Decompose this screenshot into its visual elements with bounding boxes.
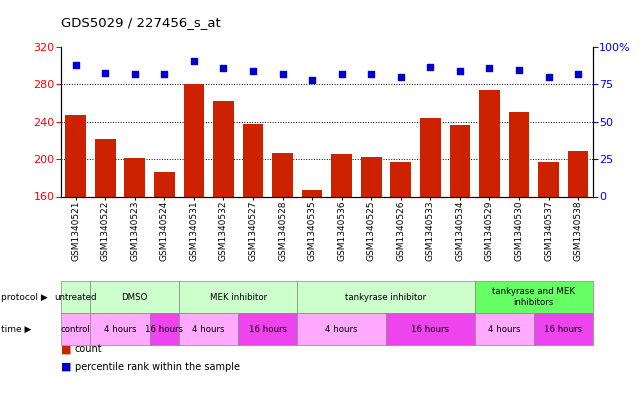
Point	[337, 71, 347, 77]
Bar	[243, 124, 263, 196]
Point	[100, 70, 110, 76]
Bar	[479, 90, 500, 196]
Text: MEK inhibitor: MEK inhibitor	[210, 293, 267, 301]
Text: 16 hours: 16 hours	[544, 325, 583, 334]
Text: ■: ■	[61, 362, 71, 372]
Bar	[213, 101, 234, 196]
Text: ■: ■	[61, 344, 71, 354]
Point	[248, 68, 258, 74]
Text: count: count	[75, 344, 103, 354]
Bar	[420, 118, 441, 196]
Bar	[272, 152, 293, 196]
Bar	[124, 158, 145, 196]
Point	[514, 66, 524, 73]
Point	[455, 68, 465, 74]
Point	[395, 74, 406, 80]
Bar	[538, 162, 559, 196]
Point	[219, 65, 229, 71]
Bar	[390, 162, 411, 196]
Text: 4 hours: 4 hours	[488, 325, 520, 334]
Bar	[449, 125, 470, 196]
Point	[278, 71, 288, 77]
Point	[425, 63, 435, 70]
Point	[159, 71, 169, 77]
Bar	[183, 84, 204, 196]
Bar	[95, 139, 115, 196]
Text: time ▶: time ▶	[1, 325, 31, 334]
Text: 4 hours: 4 hours	[104, 325, 137, 334]
Point	[71, 62, 81, 68]
Point	[307, 77, 317, 83]
Point	[366, 71, 376, 77]
Bar	[154, 172, 175, 196]
Text: 4 hours: 4 hours	[192, 325, 225, 334]
Point	[544, 74, 554, 80]
Text: GDS5029 / 227456_s_at: GDS5029 / 227456_s_at	[61, 16, 221, 29]
Point	[129, 71, 140, 77]
Text: 16 hours: 16 hours	[249, 325, 287, 334]
Text: DMSO: DMSO	[122, 293, 148, 301]
Text: 4 hours: 4 hours	[326, 325, 358, 334]
Point	[573, 71, 583, 77]
Text: 16 hours: 16 hours	[146, 325, 183, 334]
Bar	[568, 151, 588, 196]
Text: 16 hours: 16 hours	[412, 325, 449, 334]
Text: untreated: untreated	[54, 293, 97, 301]
Text: percentile rank within the sample: percentile rank within the sample	[75, 362, 240, 372]
Text: tankyrase and MEK
inhibitors: tankyrase and MEK inhibitors	[492, 287, 576, 307]
Bar	[65, 115, 86, 196]
Text: control: control	[61, 325, 90, 334]
Text: protocol ▶: protocol ▶	[1, 293, 48, 301]
Bar	[331, 154, 352, 196]
Bar	[302, 190, 322, 196]
Point	[189, 57, 199, 64]
Point	[485, 65, 495, 71]
Bar	[361, 157, 381, 196]
Text: tankyrase inhibitor: tankyrase inhibitor	[345, 293, 427, 301]
Bar	[509, 112, 529, 196]
